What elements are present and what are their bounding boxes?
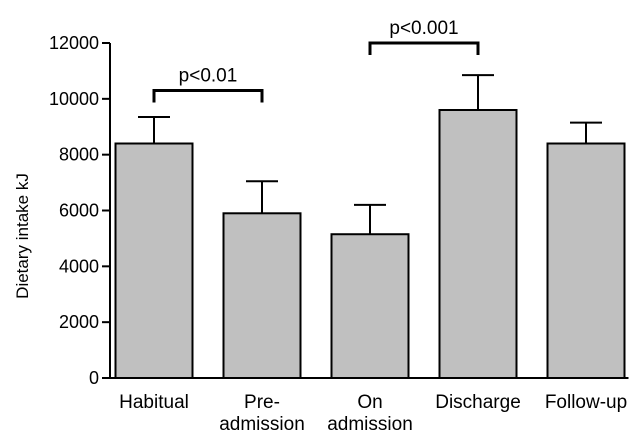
significance-label: p<0.001 bbox=[389, 18, 458, 39]
y-tick-label: 10000 bbox=[49, 89, 99, 109]
bar bbox=[222, 212, 302, 379]
category-label: Pre-admission bbox=[219, 392, 305, 435]
category-label: Follow-up bbox=[545, 392, 627, 413]
y-tick-label: 6000 bbox=[59, 201, 99, 221]
significance-bracket bbox=[368, 41, 480, 55]
category-label: Discharge bbox=[435, 392, 521, 413]
bar bbox=[114, 142, 194, 379]
significance-label: p<0.01 bbox=[179, 65, 238, 86]
y-tick-label: 0 bbox=[89, 368, 99, 388]
y-tick-label: 2000 bbox=[59, 312, 99, 332]
y-tick-label: 8000 bbox=[59, 145, 99, 165]
y-tick-label: 4000 bbox=[59, 256, 99, 276]
plot-area: 0 2000 4000 6000 8000 10000 12000 Habitual Pre-a… bbox=[49, 18, 629, 435]
y-tick-label: 12000 bbox=[49, 33, 99, 53]
bar bbox=[546, 142, 626, 379]
y-axis-label: Dietary intake kJ bbox=[13, 173, 32, 299]
significance-bracket bbox=[152, 88, 264, 103]
bar bbox=[330, 233, 410, 379]
category-label: Habitual bbox=[119, 392, 189, 413]
category-label: On admission bbox=[327, 392, 413, 435]
bar bbox=[438, 109, 518, 379]
